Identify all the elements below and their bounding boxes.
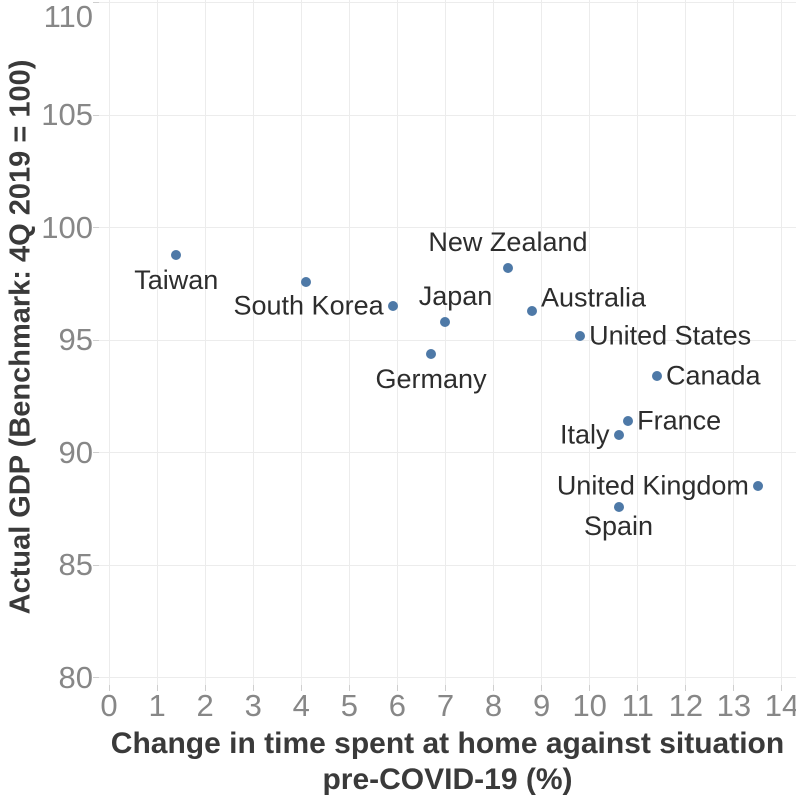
y-tick-label: 80 <box>58 659 93 695</box>
x-gridline <box>637 0 639 685</box>
x-tick-label: 0 <box>100 688 118 723</box>
x-tick-mark <box>156 685 158 691</box>
y-gridline <box>99 677 796 678</box>
x-tick-mark <box>108 685 110 691</box>
y-tick-mark <box>93 114 99 116</box>
x-tick-label: 3 <box>244 688 262 723</box>
x-tick-mark <box>637 685 639 691</box>
point-label-australia: Australia <box>541 282 647 313</box>
point-label-canada: Canada <box>665 360 761 391</box>
x-gridline <box>108 0 110 685</box>
x-tick-label: 5 <box>340 688 358 723</box>
x-tick-mark <box>300 685 302 691</box>
point-label-south-korea: South Korea <box>233 290 384 321</box>
y-gridline <box>99 2 796 3</box>
x-tick-label: 14 <box>764 688 796 723</box>
y-tick-label: 100 <box>41 209 93 245</box>
y-tick-mark <box>93 677 99 678</box>
x-tick-mark <box>589 685 591 691</box>
x-axis-title: Change in time spent at home against sit… <box>99 726 796 798</box>
y-tick-mark <box>93 452 99 453</box>
y-tick-label: 85 <box>58 547 93 582</box>
data-point-australia <box>527 305 538 316</box>
plot-panel <box>99 0 796 685</box>
x-gridline <box>541 0 543 685</box>
point-label-new-zealand: New Zealand <box>428 227 588 257</box>
x-tick-label: 4 <box>292 688 310 723</box>
y-tick-label: 105 <box>41 97 93 132</box>
data-point-unlabeled <box>301 276 312 287</box>
x-tick-label: 2 <box>196 688 214 723</box>
x-tick-mark <box>493 685 495 691</box>
x-tick-label: 1 <box>148 688 166 723</box>
x-tick-mark <box>444 685 446 691</box>
data-point-spain <box>613 501 624 512</box>
data-point-germany <box>426 348 437 359</box>
point-label-united-kingdom: United Kingdom <box>556 470 749 501</box>
y-gridline <box>99 452 796 453</box>
x-gridline <box>156 0 158 685</box>
y-tick-label: 110 <box>43 0 93 34</box>
data-point-south-korea <box>387 301 398 312</box>
x-tick-mark <box>781 685 783 691</box>
y-gridline <box>99 564 796 566</box>
x-tick-label: 7 <box>436 688 455 723</box>
x-tick-label: 12 <box>668 688 704 723</box>
x-tick-mark <box>685 685 687 691</box>
x-tick-mark <box>733 685 735 691</box>
x-tick-label: 13 <box>716 688 752 723</box>
data-point-united-states <box>575 330 586 341</box>
point-label-spain: Spain <box>584 510 654 541</box>
x-gridline <box>300 0 302 685</box>
point-label-united-states: United States <box>589 320 752 350</box>
x-gridline <box>252 0 254 685</box>
x-tick-mark <box>348 685 350 691</box>
y-gridline <box>99 339 796 341</box>
data-point-italy <box>613 429 624 440</box>
x-tick-label: 10 <box>572 688 607 723</box>
x-tick-mark <box>252 685 254 691</box>
data-point-taiwan <box>171 249 182 260</box>
x-tick-mark <box>204 685 206 691</box>
point-label-germany: Germany <box>375 363 487 394</box>
y-tick-mark <box>93 339 99 341</box>
point-label-japan: Japan <box>418 281 493 311</box>
data-point-japan <box>440 317 451 327</box>
x-tick-mark <box>541 685 543 691</box>
x-gridline <box>493 0 495 685</box>
point-label-taiwan: Taiwan <box>134 264 219 295</box>
x-tick-label: 8 <box>484 688 503 723</box>
x-gridline <box>204 0 206 685</box>
point-label-france: France <box>637 405 722 436</box>
point-label-italy: Italy <box>560 419 610 449</box>
y-gridline <box>99 114 796 116</box>
x-gridline <box>348 0 350 685</box>
x-axis-title-line1: Change in time spent at home against sit… <box>110 727 785 760</box>
y-tick-mark <box>93 227 99 228</box>
x-axis-title-line2: pre-COVID-19 (%) <box>322 763 573 796</box>
x-tick-mark <box>396 685 398 691</box>
x-gridline <box>396 0 398 685</box>
x-gridline <box>733 0 735 685</box>
data-point-canada <box>651 371 662 381</box>
x-tick-label: 6 <box>388 688 407 723</box>
x-gridline <box>444 0 446 685</box>
data-point-france <box>623 416 634 426</box>
x-gridline <box>685 0 687 685</box>
x-tick-label: 11 <box>621 688 654 723</box>
y-tick-mark <box>93 2 99 3</box>
y-tick-mark <box>93 564 99 566</box>
y-tick-label: 90 <box>58 434 93 470</box>
data-point-united-kingdom <box>752 481 763 492</box>
x-gridline <box>781 0 783 685</box>
data-point-new-zealand <box>502 263 513 273</box>
x-gridline <box>589 0 591 685</box>
y-gridline <box>99 227 796 228</box>
y-tick-label: 95 <box>58 322 93 357</box>
x-tick-label: 9 <box>533 688 551 723</box>
